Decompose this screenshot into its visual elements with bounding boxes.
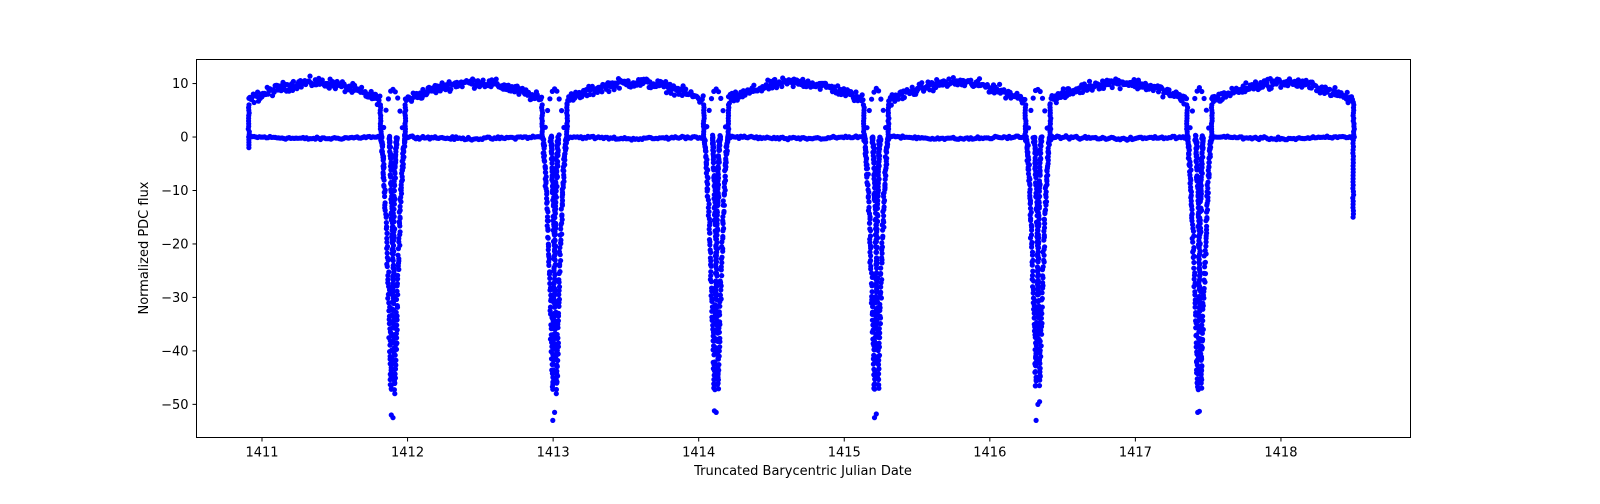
axes-frame xyxy=(196,59,1411,438)
y-axis-label: Normalized PDC flux xyxy=(137,181,152,314)
x-tick-label: 1418 xyxy=(1264,446,1297,461)
x-tick-label: 1411 xyxy=(245,446,278,461)
data-points xyxy=(245,73,1357,423)
x-tick-label: 1413 xyxy=(537,446,570,461)
x-tick-label: 1412 xyxy=(391,446,424,461)
y-axis-ticks: 10 0 −10 −20 −30 −40 −50 xyxy=(161,77,197,413)
y-tick-label: −30 xyxy=(161,291,188,306)
y-tick-label: −20 xyxy=(161,237,188,252)
y-tick-label: 0 xyxy=(180,131,188,146)
y-tick-label: 10 xyxy=(172,77,189,92)
y-tick-label: −40 xyxy=(161,344,188,359)
x-tick-label: 1414 xyxy=(682,446,715,461)
x-tick-label: 1416 xyxy=(973,446,1006,461)
x-tick-label: 1417 xyxy=(1119,446,1152,461)
x-axis-ticks: 1411 1412 1413 1414 1415 1416 1417 1418 xyxy=(245,437,1297,461)
x-axis-label: Truncated Barycentric Julian Date xyxy=(693,464,912,479)
y-tick-label: −10 xyxy=(161,184,188,199)
x-tick-label: 1415 xyxy=(828,446,861,461)
y-tick-label: −50 xyxy=(161,398,188,413)
